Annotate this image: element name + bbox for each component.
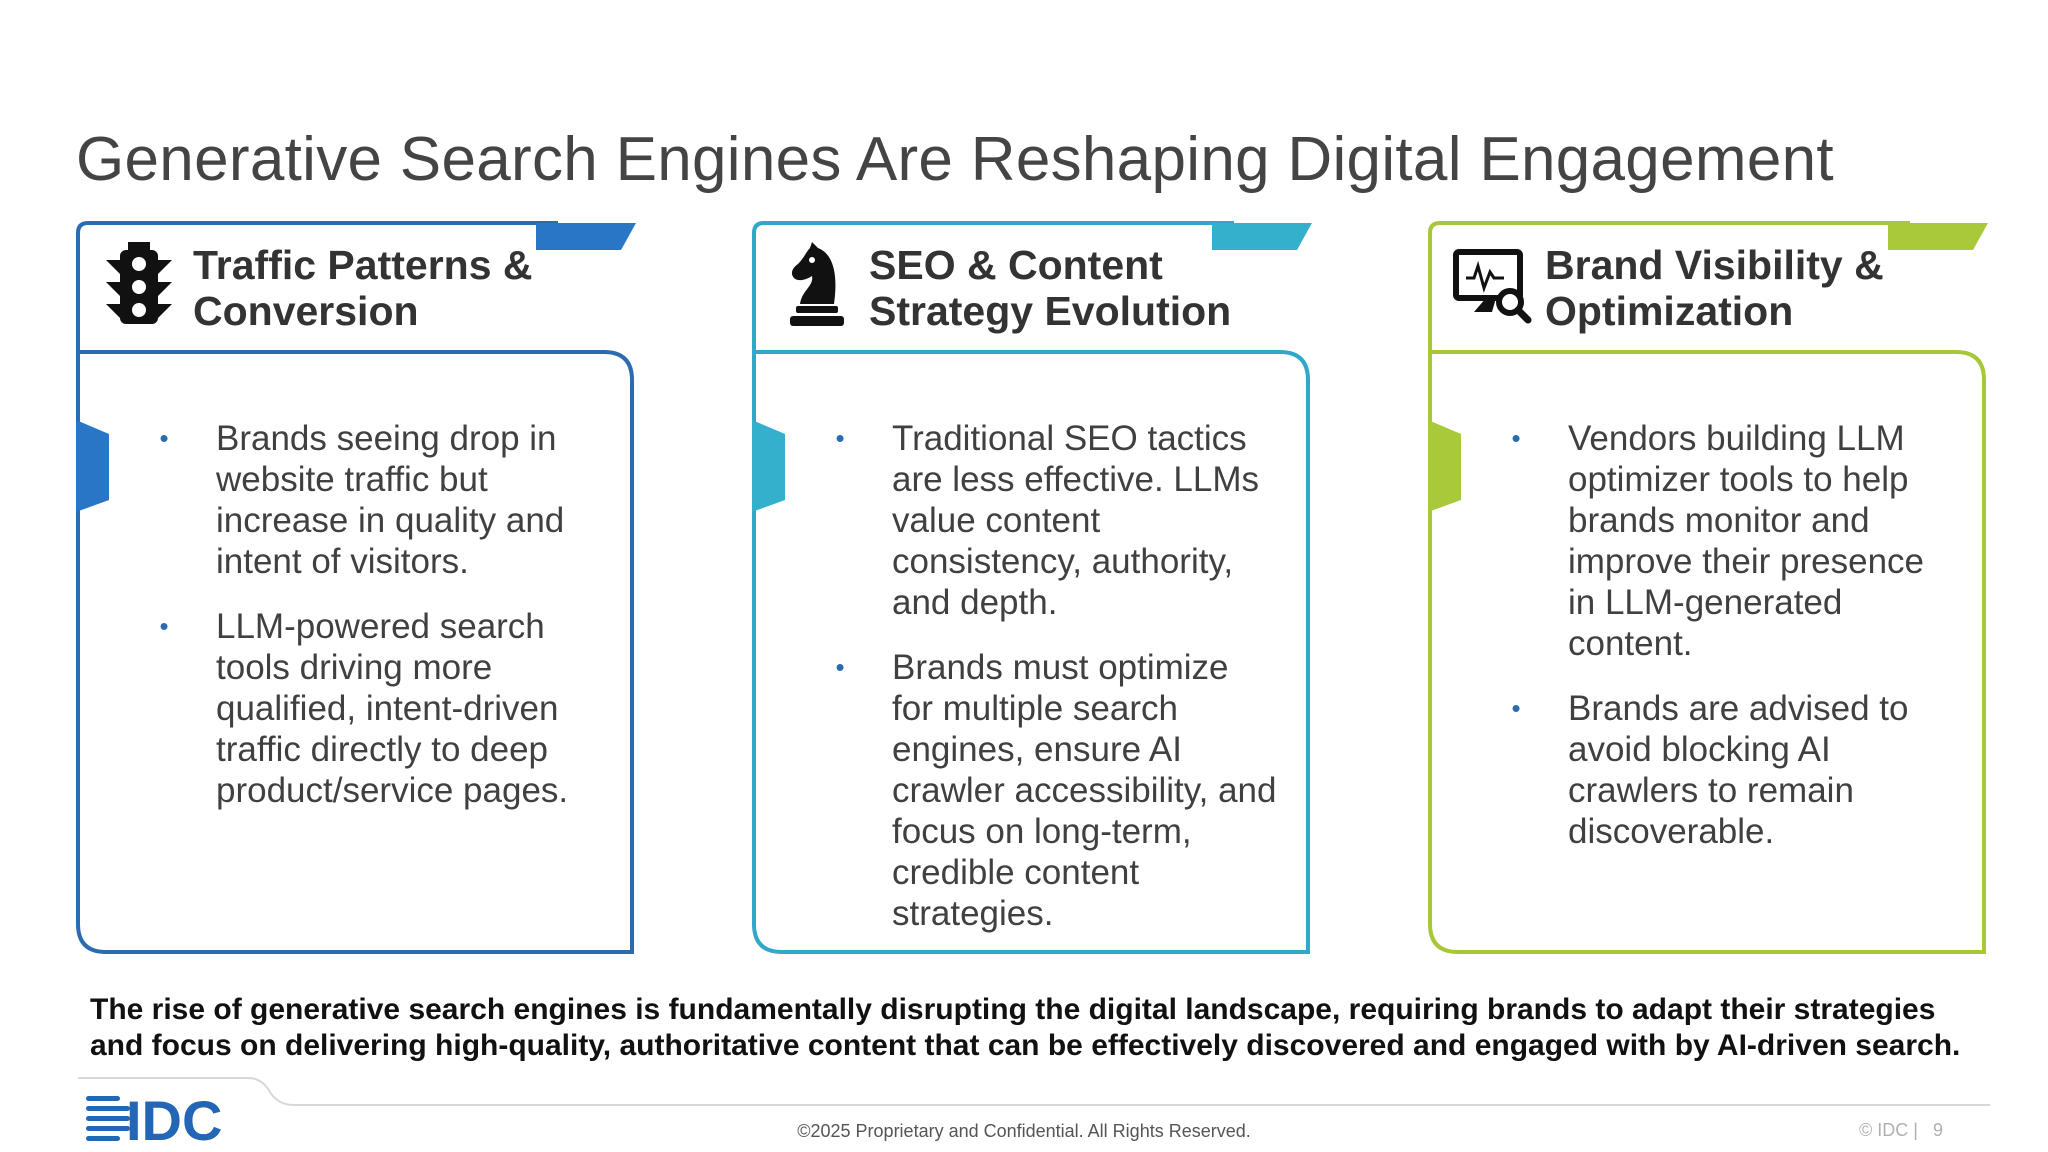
- card-title: Brand Visibility & Optimization: [1545, 242, 1975, 334]
- side-tab: [752, 420, 785, 512]
- list-item: • LLM-powered search tools driving more q…: [154, 606, 602, 811]
- bullet-text: Vendors building LLM optimizer tools to …: [1568, 419, 1924, 663]
- card-title-line: Optimization: [1545, 288, 1794, 334]
- bullet-text: Traditional SEO tactics are less effecti…: [892, 419, 1260, 622]
- card-title: SEO & Content Strategy Evolution: [869, 242, 1299, 334]
- card-title: Traffic Patterns & Conversion: [193, 242, 623, 334]
- bullet-list: • Traditional SEO tactics are less effect…: [830, 418, 1278, 958]
- corner-tab: [536, 223, 636, 250]
- card-brand-visibility: Brand Visibility & Optimization • Vendors…: [1428, 221, 1990, 954]
- bullet-icon: •: [835, 423, 845, 453]
- bullet-text: LLM-powered search tools driving more qu…: [216, 607, 569, 810]
- corner-tab: [1212, 223, 1312, 250]
- logo-text: IDC: [126, 1090, 222, 1144]
- card-frame: [752, 221, 1312, 954]
- traffic-light-icon: [100, 242, 176, 328]
- card-title-line: Strategy Evolution: [869, 288, 1232, 334]
- list-item: • Vendors building LLM optimizer tools to…: [1506, 418, 1954, 664]
- bullet-list: • Vendors building LLM optimizer tools to…: [1506, 418, 1954, 876]
- card-title-line: Traffic Patterns &: [193, 242, 533, 288]
- bullet-icon: •: [1511, 693, 1521, 723]
- bullet-icon: •: [159, 423, 169, 453]
- bullet-text: Brands seeing drop in website traffic bu…: [216, 419, 565, 581]
- card-title-line: Brand Visibility &: [1545, 242, 1884, 288]
- bullet-icon: •: [1511, 423, 1521, 453]
- list-item: • Brands are advised to avoid blocking AI…: [1506, 688, 1954, 852]
- card-title-line: Conversion: [193, 288, 419, 334]
- card-frame: [76, 221, 636, 954]
- card-frame: [1428, 221, 1988, 954]
- bullet-list: • Brands seeing drop in website traffic b…: [154, 418, 602, 835]
- bullet-text: Brands must optimize for multiple search…: [892, 648, 1277, 933]
- bullet-text: Brands are advised to avoid blocking AI …: [1568, 689, 1909, 851]
- list-item: • Traditional SEO tactics are less effect…: [830, 418, 1278, 623]
- chess-knight-icon: [776, 242, 852, 328]
- monitor-search-icon: [1452, 242, 1532, 328]
- bullet-icon: •: [159, 611, 169, 641]
- card-seo-content: SEO & Content Strategy Evolution • Tradit…: [752, 221, 1314, 954]
- card-traffic-patterns: Traffic Patterns & Conversion • Brands se…: [76, 221, 638, 954]
- summary-text: The rise of generative search engines is…: [90, 993, 1961, 1062]
- corner-tab: [1888, 223, 1988, 250]
- side-tab: [76, 420, 109, 512]
- page-title: Generative Search Engines Are Reshaping …: [76, 124, 1834, 194]
- page-number: © IDC | 9: [1859, 1120, 1943, 1141]
- footer-divider: [78, 1077, 1990, 1106]
- page-number-value: 9: [1932, 1120, 1943, 1140]
- card-title-line: SEO & Content: [869, 242, 1163, 288]
- side-tab: [1428, 420, 1461, 512]
- list-item: • Brands must optimize for multiple searc…: [830, 647, 1278, 934]
- idc-logo: IDC: [86, 1089, 241, 1152]
- bullet-icon: •: [835, 652, 845, 682]
- page-label: © IDC |: [1859, 1120, 1918, 1140]
- copyright-text: ©2025 Proprietary and Confidential. All …: [797, 1121, 1251, 1141]
- list-item: • Brands seeing drop in website traffic b…: [154, 418, 602, 582]
